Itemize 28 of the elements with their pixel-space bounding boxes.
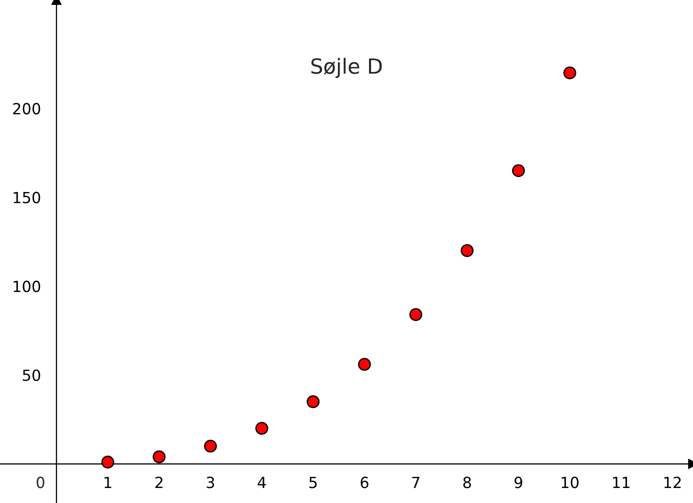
y-tick-label: 50 [22, 369, 40, 382]
point [204, 440, 217, 453]
x-tick-label: 4 [258, 476, 266, 488]
y-tick-label: 200 [13, 102, 40, 114]
x-tick-label: 11 [613, 476, 630, 488]
y-tick-label: 150 [14, 192, 40, 204]
y-tick-label: 100 [14, 280, 40, 292]
annotation: 0 [36, 476, 44, 488]
point [409, 308, 422, 322]
text: Søjle D [311, 58, 382, 78]
point [460, 244, 474, 258]
x-tick-label: 3 [206, 476, 214, 488]
x-tick-label: 2 [155, 476, 162, 488]
x-tick-label: 10 [562, 476, 579, 488]
point [512, 164, 525, 178]
x-tick-label: 9 [514, 476, 522, 488]
x-tick-label: 8 [463, 476, 471, 488]
point [358, 358, 371, 371]
x-tick-label: 7 [412, 476, 420, 488]
point [255, 422, 268, 435]
point [101, 456, 114, 469]
x-tick-label: 5 [309, 476, 317, 488]
point [306, 395, 320, 408]
point [152, 450, 166, 464]
x-tick-label: 6 [360, 476, 368, 488]
x-tick-label: 12 [664, 476, 681, 488]
point [563, 66, 576, 80]
x-tick-label: 1 [104, 476, 112, 488]
